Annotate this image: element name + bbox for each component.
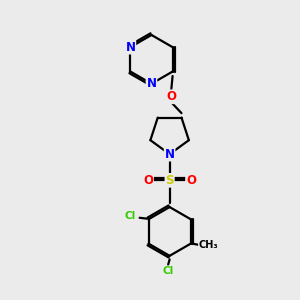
Text: Cl: Cl <box>124 211 136 221</box>
Text: N: N <box>165 148 175 161</box>
Text: O: O <box>186 174 196 187</box>
Text: O: O <box>143 174 153 187</box>
Text: N: N <box>146 77 157 90</box>
Text: N: N <box>125 41 135 54</box>
Text: O: O <box>166 90 176 103</box>
Text: CH₃: CH₃ <box>199 240 218 250</box>
Text: Cl: Cl <box>163 266 174 276</box>
Text: S: S <box>165 174 174 187</box>
